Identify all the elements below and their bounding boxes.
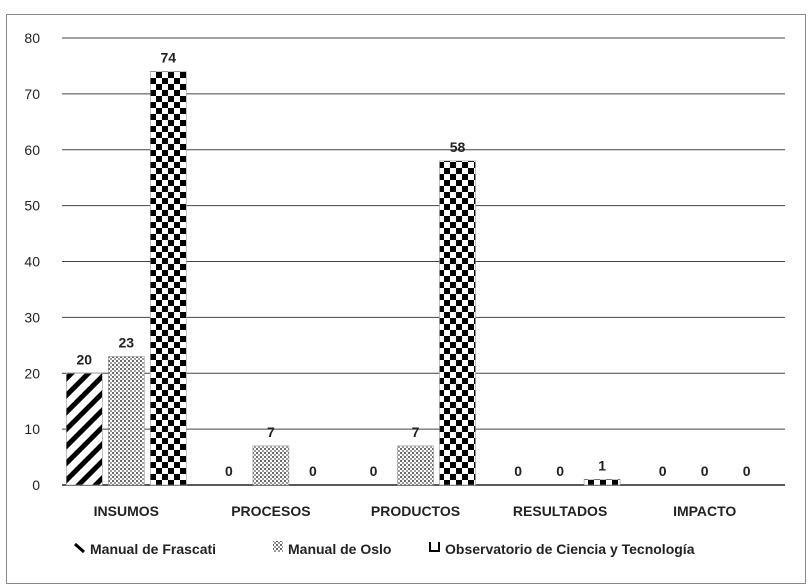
bar [108, 356, 145, 486]
data-label: 74 [161, 50, 177, 66]
data-label: 1 [598, 457, 606, 473]
data-label: 0 [514, 463, 522, 479]
data-label: 0 [743, 463, 751, 479]
y-tick-label: 50 [24, 198, 40, 214]
y-tick-label: 70 [24, 86, 40, 102]
data-label: 0 [370, 463, 378, 479]
data-label: 0 [701, 463, 709, 479]
data-labels: 20 23 74 0 7 0 0 7 58 0 0 1 0 0 0 [77, 50, 751, 479]
y-tick-label: 80 [24, 30, 40, 46]
x-tick-label: PRODUCTOS [371, 503, 460, 519]
y-tick-label: 10 [24, 421, 40, 437]
data-label: 7 [267, 424, 275, 440]
y-tick-label: 60 [24, 142, 40, 158]
bar [583, 479, 621, 486]
chart-frame [6, 14, 806, 584]
bar [397, 445, 434, 486]
bar [252, 445, 290, 486]
data-label: 0 [225, 463, 233, 479]
data-label: 58 [450, 139, 466, 155]
legend-label: Manual de Oslo [288, 541, 391, 557]
legend: Manual de Frascati Manual de Oslo Observat… [74, 541, 695, 557]
legend-swatch [74, 542, 85, 554]
data-label: 0 [659, 463, 667, 479]
y-tick-label: 20 [24, 365, 40, 381]
data-label: 7 [412, 424, 420, 440]
x-tick-label: PROCESOS [231, 503, 310, 519]
y-tick-label: 30 [24, 309, 40, 325]
x-axis-ticks: INSUMOS PROCESOS PRODUCTOS RESULTADOS IMPACT… [94, 503, 737, 519]
x-tick-label: RESULTADOS [513, 503, 607, 519]
bar [439, 160, 476, 486]
bar [66, 372, 103, 486]
data-label: 0 [556, 463, 564, 479]
legend-swatch [429, 542, 440, 552]
legend-swatch [273, 541, 283, 552]
y-axis-ticks: 0 10 20 30 40 50 60 70 80 [24, 30, 40, 493]
data-label: 23 [119, 334, 135, 350]
bars [66, 71, 621, 486]
legend-label: Observatorio de Ciencia y Tecnología [445, 541, 695, 557]
x-tick-label: INSUMOS [94, 503, 159, 519]
data-label: 20 [77, 351, 93, 367]
data-label: 0 [309, 463, 317, 479]
y-tick-label: 40 [24, 254, 40, 270]
y-tick-label: 0 [32, 477, 40, 493]
x-tick-label: IMPACTO [673, 503, 736, 519]
legend-label: Manual de Frascati [90, 541, 216, 557]
bar [150, 71, 187, 486]
